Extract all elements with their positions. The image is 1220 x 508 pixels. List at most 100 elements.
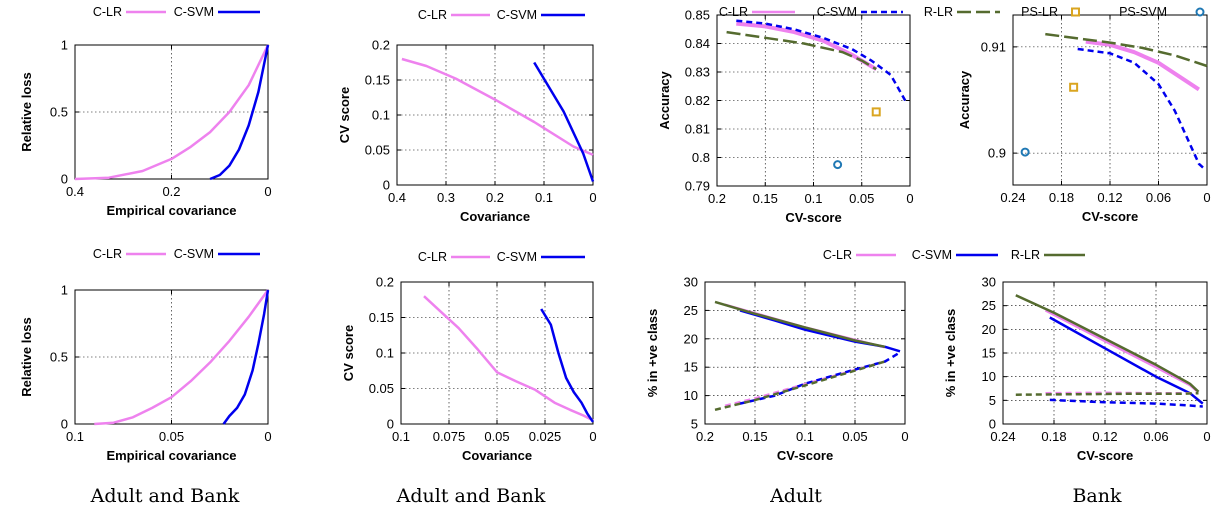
y-tick-label: 0.2 [376,275,394,290]
y-tick-label: 0 [387,417,394,432]
y-tick-label: 0.82 [685,93,710,108]
x-tick-label: 0 [264,429,271,444]
point-ps-lr [871,107,881,117]
point-ps-svm [1020,147,1030,157]
series-line-c-svm-dashed [739,351,901,405]
series-line-r-lr-dashed [1015,391,1199,396]
legend-label: C-LR [418,8,447,22]
x-axis-label: Covariance [462,448,532,463]
legend-sample [1195,7,1205,17]
legend-label: C-LR [93,5,122,19]
x-tick-label: 0.15 [753,191,778,206]
point-ps-lr [1069,82,1079,92]
chart-p8: 0.24 0.18 0.12 0.06 0 0 5 10 15 20 25 30 CV-score % i… [943,275,1211,464]
captions-layer: Adult and Bank Adult and Bank Adult Bank [90,485,1122,507]
series-line-c-svm-dashed [1049,398,1203,408]
y-tick-label: 0.15 [365,73,390,88]
plots-layer: 0.4 0.2 0 0 0.5 1 Empirical covariance Relative… [19,8,1211,464]
legend-sample [1071,7,1080,17]
y-axis-label: Relative loss [19,72,34,152]
x-tick-label: 0.2 [162,184,180,199]
chart-p3: 0.2 0.15 0.1 0.05 0 0.79 0.8 0.81 0.82 0.83 0.84 0.… [657,8,914,226]
x-tick-label: 0.05 [849,191,874,206]
legend-label: C-LR [719,5,748,19]
x-tick-label: 0.1 [535,190,553,205]
y-tick-label: 30 [982,275,996,290]
y-axis-label: % in +ve class [645,309,660,398]
y-tick-label: 20 [982,322,996,337]
caption-4: Bank [1072,485,1122,507]
x-tick-label: 0 [1203,429,1210,444]
series-line-r-lr-dashed [714,360,886,412]
x-tick-label: 0.2 [696,429,714,444]
point-ps-svm [833,160,843,170]
x-tick-label: 0.4 [66,184,84,199]
legend-label: PS-SVM [1119,5,1167,19]
chart-p4: 0.24 0.18 0.12 0.06 0 0.9 0.91 CV-score Accuracy [957,14,1211,224]
y-axis-label: Accuracy [657,70,672,129]
y-tick-label: 10 [684,388,698,403]
series-line-c-svm [533,61,595,182]
x-tick-label: 0 [901,429,908,444]
x-tick-label: 0.06 [1146,190,1171,205]
x-tick-label: 0.24 [990,429,1015,444]
chart-p2: 0.4 0.3 0.2 0.1 0 0 0.05 0.1 0.15 0.2 Covariance CV… [337,38,597,225]
y-tick-label: 5 [691,417,698,432]
x-tick-label: 0.12 [1097,190,1122,205]
x-tick-label: 0.2 [708,191,726,206]
y-tick-label: 0 [383,178,390,193]
series-line-r-lr [714,300,886,349]
series-line-r-lr-dashed [726,30,877,71]
caption-1: Adult and Bank [90,485,240,507]
x-axis-label: Empirical covariance [106,448,236,463]
y-tick-label: 10 [982,369,996,384]
y-axis-label: Accuracy [957,70,972,129]
y-tick-label: 15 [982,346,996,361]
y-tick-label: 0.05 [369,381,394,396]
y-tick-label: 1 [61,38,68,53]
y-tick-label: 0.91 [981,39,1006,54]
x-axis-label: CV-score [785,210,841,225]
series-line-c-svm [540,308,595,423]
x-tick-label: 0.2 [486,190,504,205]
y-tick-label: 0.79 [685,179,710,194]
legend-label: C-SVM [912,248,952,262]
x-tick-label: 0 [589,429,596,444]
y-tick-label: 0.8 [692,150,710,165]
series-line-c-lr [1085,39,1200,92]
y-tick-label: 0 [61,417,68,432]
x-tick-label: 0.1 [804,191,822,206]
x-tick-label: 0.1 [796,429,814,444]
x-tick-label: 0 [906,191,913,206]
x-tick-label: 0.18 [1041,429,1066,444]
legend-label: C-SVM [497,250,537,264]
series-line-r-lr-dashed [1045,32,1208,68]
y-tick-label: 30 [684,275,698,290]
y-axis-label: % in +ve class [943,309,958,398]
x-tick-label: 0 [1203,190,1210,205]
x-axis-label: CV-score [1082,209,1138,224]
y-axis-label: CV score [341,325,356,381]
legend-label: C-SVM [174,247,214,261]
y-tick-label: 25 [982,298,996,313]
y-tick-label: 0.5 [50,350,68,365]
x-tick-label: 0.06 [1143,429,1168,444]
y-tick-label: 0.5 [50,105,68,120]
legend-label: C-SVM [817,5,857,19]
legend-label: C-SVM [497,8,537,22]
series-line-c-svm-dashed [736,19,907,102]
x-tick-label: 0.15 [742,429,767,444]
x-tick-label: 0.24 [1000,190,1025,205]
legend-label: R-LR [924,5,953,19]
series-line-c-svm [1049,316,1204,405]
x-tick-label: 0.4 [388,190,406,205]
legend-label: R-LR [1011,248,1040,262]
x-tick-label: 0 [589,190,596,205]
x-tick-label: 0.12 [1092,429,1117,444]
chart-p7: 0.2 0.15 0.1 0.05 0 5 10 15 20 25 30 CV-score % in +… [645,275,909,464]
y-tick-label: 0 [61,172,68,187]
legend-label: C-SVM [174,5,214,19]
chart-p1: 0.4 0.2 0 0 0.5 1 Empirical covariance Relative… [19,38,272,219]
y-tick-label: 0.84 [685,36,710,51]
